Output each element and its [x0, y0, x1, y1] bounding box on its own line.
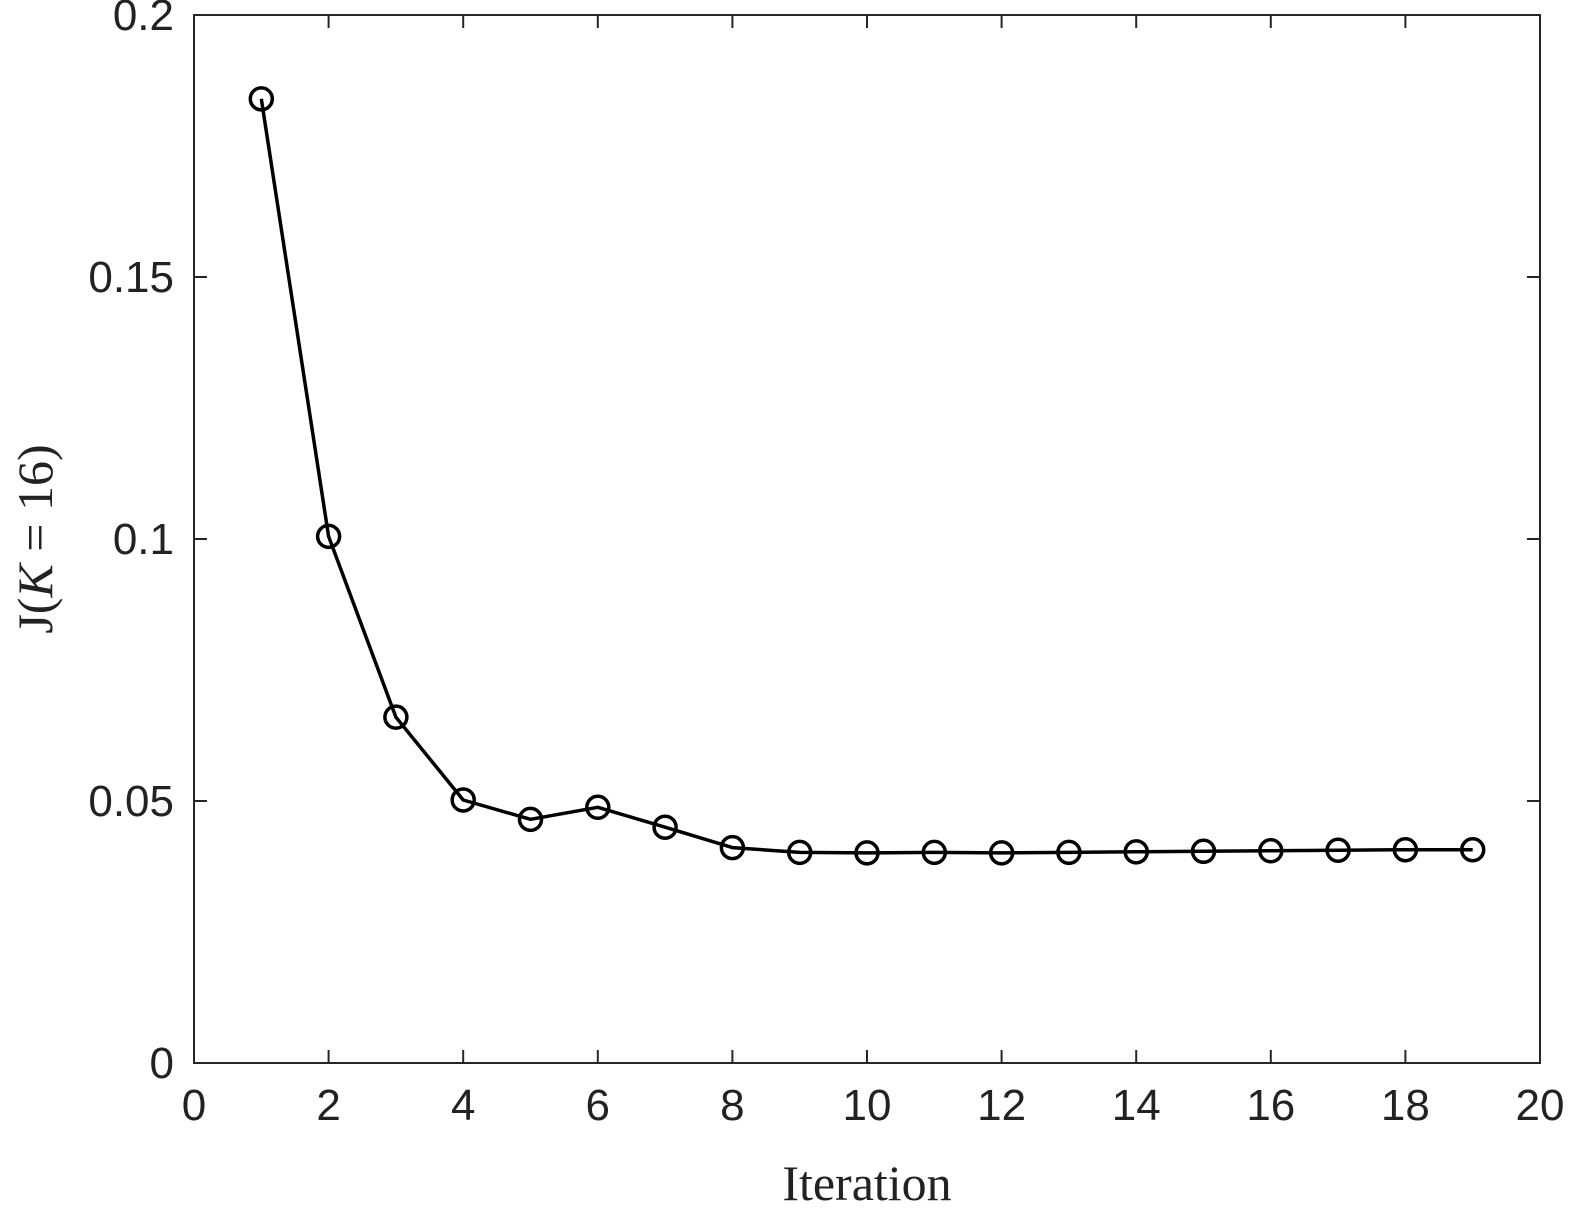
data-point [248, 86, 275, 112]
y-tick-label: 0.05 [88, 777, 174, 826]
series-group [248, 86, 1486, 866]
data-point [854, 840, 880, 866]
y-tick-label: 0.2 [113, 0, 174, 40]
x-tick-label: 14 [1112, 1081, 1161, 1130]
x-axis-title: Iteration [782, 1155, 951, 1211]
y-tick-label: 0 [150, 1039, 174, 1088]
x-tick-label: 2 [316, 1081, 340, 1130]
data-point [719, 834, 746, 861]
plot-frame [193, 14, 1541, 1064]
data-point [1123, 839, 1149, 865]
y-axis-title-suffix: = 16) [7, 444, 63, 564]
data-point [1056, 839, 1082, 866]
x-tick-label: 4 [451, 1081, 475, 1130]
y-axis-title-variable: K [7, 562, 63, 599]
y-tick-label: 0.15 [88, 253, 174, 302]
data-point [517, 806, 544, 833]
data-point [921, 839, 948, 866]
data-point [450, 787, 476, 813]
y-tick-label: 0.1 [113, 515, 174, 564]
data-point [988, 840, 1015, 866]
x-tick-label: 16 [1246, 1081, 1295, 1130]
data-point [1325, 837, 1351, 864]
x-tick-label: 8 [720, 1081, 744, 1130]
y-axis-title-prefix: J( [7, 598, 63, 634]
x-tick-label: 6 [586, 1081, 610, 1130]
data-point [1190, 838, 1217, 865]
x-tick-label: 0 [182, 1081, 206, 1130]
data-point [1459, 836, 1486, 863]
axis-ticks [193, 14, 1541, 1064]
x-tick-label: 12 [977, 1081, 1026, 1130]
data-point [1258, 838, 1284, 864]
data-point [786, 839, 813, 866]
data-point [585, 794, 611, 821]
x-tick-label: 20 [1516, 1081, 1565, 1130]
y-tick-labels: 0 0.05 0.1 0.15 0.2 [88, 0, 174, 1088]
data-point [315, 523, 342, 550]
y-axis-title: J(K = 16) [7, 444, 63, 633]
series-line [259, 98, 1473, 855]
x-tick-label: 18 [1381, 1081, 1430, 1130]
data-point [652, 814, 678, 840]
x-tick-labels: 0 2 4 6 8 10 12 14 16 18 20 [182, 1081, 1565, 1130]
x-tick-label: 10 [843, 1081, 892, 1130]
data-point [1392, 836, 1419, 863]
data-point [383, 704, 409, 730]
